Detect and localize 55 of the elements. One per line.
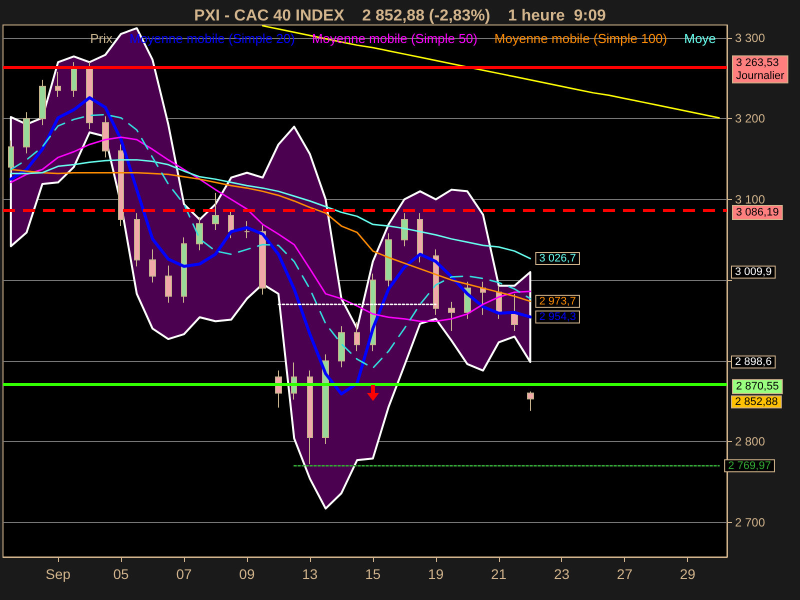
x-tick-label: Sep	[46, 566, 71, 582]
candlestick	[23, 112, 30, 154]
y-tick-label: 3 100	[735, 192, 766, 206]
candlestick	[118, 144, 124, 227]
ref-line-label: 3 263,53 Journalier	[736, 56, 785, 82]
x-tick-label: 05	[113, 566, 130, 582]
candlestick	[354, 322, 360, 352]
y-tick-label: 2 700	[735, 515, 766, 530]
line-series	[10, 168, 532, 302]
x-tick-label: 27	[616, 566, 633, 582]
candlestick	[134, 212, 140, 267]
y-tick-label: 2 800	[735, 434, 766, 449]
candlestick	[102, 116, 109, 158]
data-label: 2 769,97	[728, 460, 771, 472]
text: 3 009,9	[735, 266, 772, 278]
candlestick	[338, 326, 345, 368]
candlestick	[55, 71, 61, 98]
x-tick-label: 07	[176, 566, 192, 582]
candlestick	[385, 232, 392, 288]
candlestick	[149, 248, 156, 284]
y-tick-label: 3 200	[735, 112, 766, 126]
x-tick-label: 09	[239, 566, 255, 582]
candlestick	[71, 62, 77, 98]
candlestick	[39, 79, 46, 126]
x-tick-label: 19	[428, 566, 444, 582]
candlestick	[196, 216, 203, 251]
ref-line-label: 2 870,55	[736, 380, 779, 393]
text: 2 898,6	[735, 356, 772, 368]
candlestick	[244, 220, 250, 239]
candlestick	[165, 265, 172, 304]
text: Moye	[684, 31, 716, 46]
x-tick-label: 29	[680, 566, 696, 582]
data-label: 2 973,7	[539, 295, 576, 308]
text: Moyenne mobile (Simple 100)	[494, 31, 668, 46]
candlestick	[8, 140, 14, 174]
ref-line-label: 3 086,19	[736, 206, 779, 219]
candlestick	[259, 224, 266, 296]
candlestick	[527, 391, 534, 412]
y-tick-label: 3 300	[735, 30, 766, 45]
line-series	[10, 159, 532, 260]
candlestick	[401, 212, 408, 247]
x-tick-label: 13	[302, 566, 318, 582]
line-series	[10, 136, 532, 322]
chart-title: PXI - CAC 40 INDEX 2 852,88 (-2,83%) 1 heure 9:09	[194, 8, 606, 24]
candlestick	[307, 370, 313, 465]
text: 2 852,88	[735, 396, 778, 408]
candlestick	[448, 301, 455, 332]
candlestick	[212, 192, 219, 231]
candlestick	[181, 236, 187, 304]
x-tick-label: 15	[365, 566, 381, 582]
x-tick-label: 23	[554, 566, 570, 582]
x-tick-label: 21	[490, 566, 507, 582]
data-label: 2 954,3	[539, 310, 576, 323]
candlestick	[86, 62, 93, 130]
data-label: 3 026,7	[539, 252, 576, 265]
